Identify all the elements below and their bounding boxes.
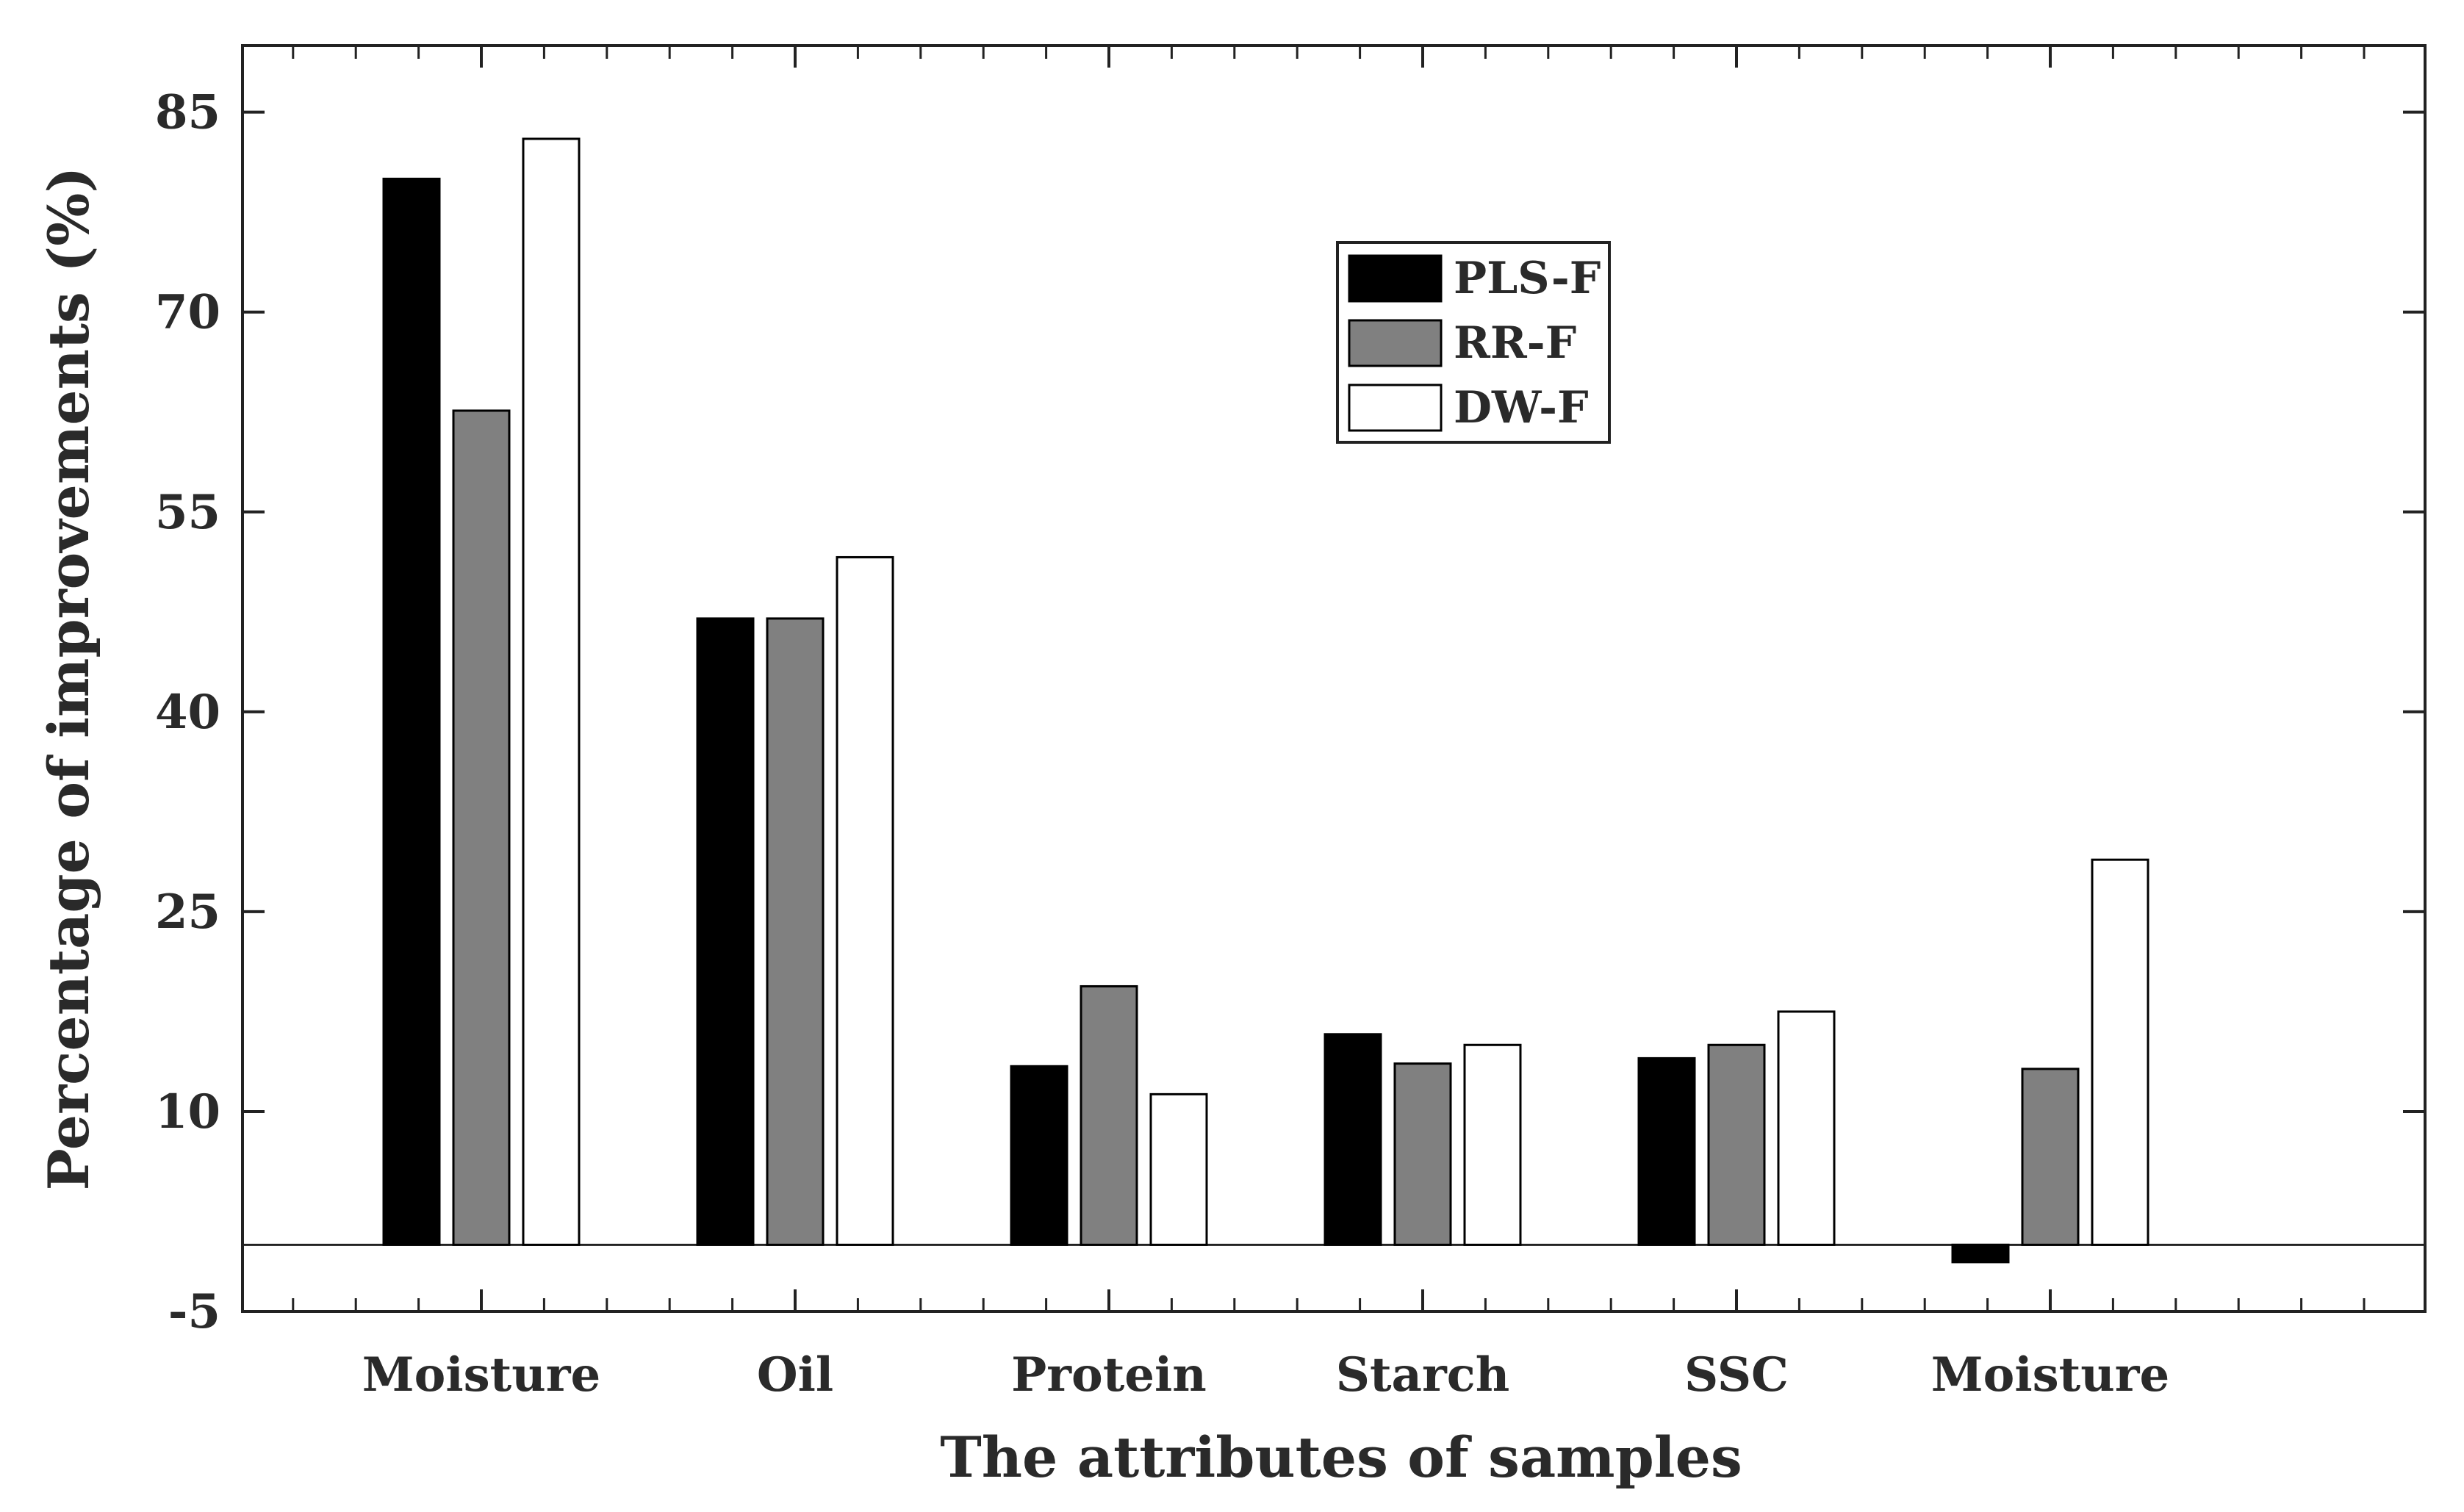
bar-pls-f-0 xyxy=(382,177,441,1246)
bar-dw-f-5 xyxy=(2091,858,2149,1246)
bar-pls-f-2 xyxy=(1010,1065,1068,1246)
bar-rr-f-1 xyxy=(766,617,825,1246)
x-axis-title: The attributes of samples xyxy=(940,1425,1742,1490)
bar-dw-f-1 xyxy=(836,555,894,1246)
y-tick-label: 55 xyxy=(155,485,220,540)
y-tick-label: 70 xyxy=(155,285,220,340)
legend-label-pls-f: PLS-F xyxy=(1454,253,1601,304)
bar-pls-f-5 xyxy=(1951,1243,2010,1264)
bar-pls-f-1 xyxy=(696,617,755,1246)
x-tick-label-2: Protein xyxy=(1011,1347,1207,1403)
y-tick-label: 85 xyxy=(155,85,220,140)
y-tick-label: 40 xyxy=(155,685,220,740)
x-tick-label-3: Starch xyxy=(1336,1347,1509,1403)
bar-pls-f-4 xyxy=(1637,1056,1696,1246)
y-tick-label: 25 xyxy=(155,885,220,940)
bar-rr-f-5 xyxy=(2021,1068,2080,1246)
y-tick-label: -5 xyxy=(168,1284,220,1339)
x-tick-label-5: Moisture xyxy=(1931,1347,2169,1403)
legend-swatch-dw-f xyxy=(1348,384,1443,432)
bar-rr-f-2 xyxy=(1080,984,1138,1246)
bar-rr-f-0 xyxy=(452,409,511,1246)
legend-swatch-rr-f xyxy=(1348,319,1443,367)
plot-frame xyxy=(241,44,2427,1313)
y-axis-title: Percentage of improvements (%) xyxy=(36,167,101,1191)
bar-rr-f-4 xyxy=(1707,1043,1766,1246)
y-tick-label: 10 xyxy=(155,1084,220,1140)
bar-dw-f-2 xyxy=(1149,1092,1208,1246)
x-tick-label-0: Moisture xyxy=(362,1347,600,1403)
x-tick-label-1: Oil xyxy=(757,1347,833,1403)
legend-label-dw-f: DW-F xyxy=(1454,382,1589,433)
x-tick-label-4: SSC xyxy=(1684,1347,1789,1403)
legend-swatch-pls-f xyxy=(1348,254,1443,303)
bar-dw-f-0 xyxy=(522,137,581,1246)
bar-dw-f-4 xyxy=(1777,1010,1836,1246)
bar-pls-f-3 xyxy=(1323,1033,1382,1246)
bar-dw-f-3 xyxy=(1463,1043,1522,1246)
bar-rr-f-3 xyxy=(1393,1062,1452,1246)
legend-label-rr-f: RR-F xyxy=(1454,317,1576,369)
